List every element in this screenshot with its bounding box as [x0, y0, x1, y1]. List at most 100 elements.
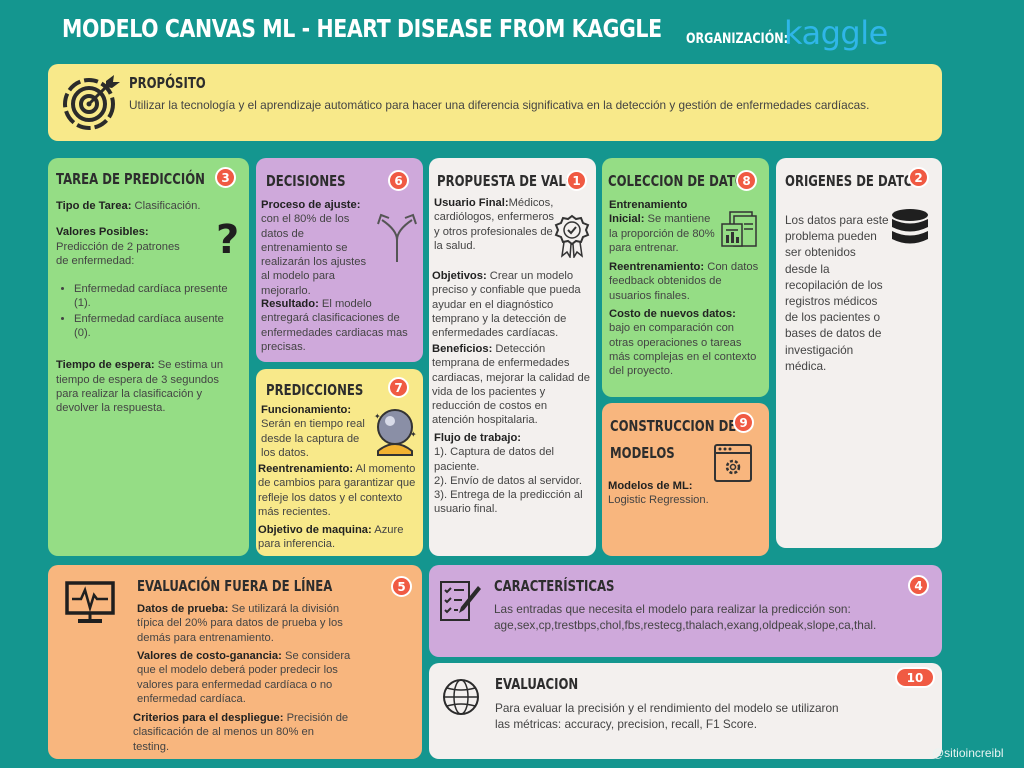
modelos-body: Modelos de ML: Logistic Regression.: [608, 479, 758, 508]
flujo-body: Flujo de trabajo: 1). Captura de datos d…: [434, 431, 596, 517]
construccion-title-1: CONSTRUCCION DE: [610, 417, 737, 435]
decisiones-title: DECISIONES: [266, 172, 346, 190]
globe-icon: [443, 679, 479, 715]
evaluacion-offline-number: 5: [391, 576, 412, 597]
objetivos-body: Objetivos: Crear un modelo preciso y con…: [432, 269, 594, 340]
beneficios-label: Beneficios:: [432, 343, 493, 355]
resultado-value: El modelo entregará clasificaciones de e…: [261, 298, 408, 353]
organization-label: ORGANIZACIÓN:: [686, 31, 789, 47]
criterios-value: Precisión de clasificación de al menos u…: [133, 712, 349, 753]
valores-list: Enfermedad cardíaca presente (1). Enferm…: [74, 282, 234, 340]
modelos-label: Modelos de ML:: [608, 480, 693, 492]
modelos-value: Logistic Regression.: [608, 494, 709, 507]
flujo-step: 2). Envío de datos al servidor.: [434, 474, 583, 487]
crystal-ball-icon: ✦ ✦: [374, 409, 417, 456]
objetivo-body: Objetivo de maquina: Azure para inferenc…: [258, 523, 418, 552]
checklist-pen-icon: [440, 581, 481, 621]
flujo-label: Flujo de trabajo:: [434, 432, 522, 444]
entren-body: Entrenamiento Inicial: Se mantiene la pr…: [609, 198, 721, 255]
tarea-number: 3: [215, 167, 236, 188]
watermark: @sitioincreibl: [932, 746, 1004, 760]
tarea-title: TAREA DE PREDICCIÓN: [56, 170, 205, 188]
ajuste-label: Proceso de ajuste:: [261, 199, 361, 211]
decisiones-body: Proceso de ajuste: con el 80% de los dat…: [261, 198, 373, 298]
resultado-body: Resultado: El modelo entregará clasifica…: [261, 297, 409, 354]
origenes-card: ORIGENES DE DATOS 2 Los datos para este …: [776, 158, 942, 548]
construccion-card: CONSTRUCCION DE MODELOS 9 Modelos de ML:…: [602, 403, 769, 556]
split-arrows-icon: [377, 213, 417, 262]
reent-value: Al momento de cambios para garantizar qu…: [258, 463, 416, 518]
page-title: MODELO CANVAS ML - HEART DISEASE FROM KA…: [62, 14, 662, 43]
coleccion-card: COLECCION DE DATOS 8 Entrenamiento Inici…: [602, 158, 769, 397]
prueba-body: Datos de prueba: Se utilizará la divisió…: [137, 602, 357, 645]
svg-text:✦: ✦: [410, 430, 417, 439]
criterios-body: Criterios para el despliegue: Precisión …: [133, 711, 353, 754]
origenes-number: 2: [908, 167, 929, 188]
costo-ganancia-body: Valores de costo-ganancia: Se considera …: [137, 649, 357, 706]
monitor-pulse-icon: [65, 581, 115, 623]
prueba-value: Se utilizará la división típica del 20% …: [137, 603, 343, 644]
evaluacion-title: EVALUACION: [495, 675, 579, 693]
objetivos-value: Crear un modelo preciso y confiable que …: [432, 270, 581, 340]
evaluacion-offline-title: EVALUACIÓN FUERA DE LÍNEA: [137, 577, 333, 595]
documents-chart-icon: [721, 211, 757, 247]
svg-text:✦: ✦: [374, 412, 381, 421]
reent-col-label: Reentrenamiento:: [609, 261, 705, 273]
beneficios-body: Beneficios: Detección temprana de enferm…: [432, 342, 592, 428]
propuesta-number: 1: [566, 170, 587, 191]
target-icon: [63, 75, 120, 130]
evaluacion-number: 10: [895, 667, 935, 688]
ajuste-value: con el 80% de los datos de entrenamiento…: [261, 213, 367, 297]
usuario-body: Usuario Final:Médicos, cardiólogos, enfe…: [434, 196, 559, 253]
usuario-label: Usuario Final:: [434, 197, 509, 209]
flujo-step: 3). Entrega de la predicción al usuario …: [434, 489, 583, 516]
propuesta-title: PROPUESTA DE VALOR: [437, 172, 585, 190]
kaggle-logo: kaggle: [784, 14, 888, 52]
tipo-label: Tipo de Tarea:: [56, 200, 132, 212]
caracteristicas-text-1: Las entradas que necesita el modelo para…: [494, 602, 851, 616]
svg-text:?: ?: [216, 218, 239, 258]
list-item: Enfermedad cardíaca ausente (0).: [74, 312, 234, 341]
criterios-label: Criterios para el despliegue:: [133, 712, 284, 724]
entren-label: Entrenamiento Inicial:: [609, 199, 688, 226]
func-value: Serán en tiempo real desde la captura de…: [261, 418, 365, 459]
caracteristicas-title: CARACTERÍSTICAS: [494, 577, 615, 595]
construccion-number: 9: [733, 412, 754, 433]
propuesta-card: PROPUESTA DE VALOR 1 Usuario Final:Médic…: [429, 158, 596, 556]
decisiones-card: DECISIONES 6 Proceso de ajuste: con el 8…: [256, 158, 423, 362]
tarea-body: Tipo de Tarea: Clasificación. Valores Po…: [56, 199, 234, 424]
construccion-title-2: MODELOS: [610, 444, 675, 462]
origenes-title: ORIGENES DE DATOS: [785, 172, 923, 190]
tarea-card: TAREA DE PREDICCIÓN 3 ? Tipo de Tarea: C…: [48, 158, 249, 556]
predicciones-number: 7: [388, 377, 409, 398]
flujo-step: 1). Captura de datos del paciente.: [434, 446, 555, 473]
proposito-card: PROPÓSITO Utilizar la tecnología y el ap…: [48, 64, 942, 141]
coleccion-number: 8: [736, 170, 757, 191]
espera-value: Se estima un tiempo de espera de 3 segun…: [56, 359, 224, 415]
caracteristicas-number: 4: [908, 575, 929, 596]
decisiones-number: 6: [388, 170, 409, 191]
beneficios-value: Detección temprana de enfermedades cardi…: [432, 343, 590, 427]
func-label: Funcionamiento:: [261, 404, 352, 416]
costo-label: Costo de nuevos datos:: [609, 308, 736, 320]
costo-value: bajo en comparación con otras operacione…: [609, 322, 757, 378]
entren-value: Se mantiene la proporción de 80% para en…: [609, 213, 715, 254]
resultado-label: Resultado:: [261, 298, 319, 310]
coleccion-title: COLECCION DE DATOS: [608, 172, 754, 190]
usuario-value: Médicos, cardiólogos, enfermeros y otros…: [434, 197, 555, 252]
reent-col-body: Reentrenamiento: Con datos feedback obte…: [609, 260, 759, 303]
valores-value: Predicción de 2 patrones de enfermedad:: [56, 240, 180, 267]
caracteristicas-card: CARACTERÍSTICAS 4 Las entradas que neces…: [429, 565, 942, 657]
question-icon: ?: [216, 218, 239, 258]
espera-label: Tiempo de espera:: [56, 359, 155, 372]
valores-label: Valores Posibles:: [56, 226, 149, 239]
prueba-label: Datos de prueba:: [137, 603, 229, 615]
database-icon: [892, 209, 928, 244]
predicciones-card: PREDICCIONES 7 ✦ ✦ Funcionamiento: Serán…: [256, 369, 423, 556]
evaluacion-card: EVALUACION 10 Para evaluar la precisión …: [429, 663, 942, 759]
proposito-text: Utilizar la tecnología y el aprendizaje …: [129, 98, 870, 112]
evaluacion-offline-card: EVALUACIÓN FUERA DE LÍNEA 5 Datos de pru…: [48, 565, 422, 759]
costo-body: Costo de nuevos datos: bajo en comparaci…: [609, 307, 759, 378]
origenes-text: Los datos para este problema pueden ser …: [785, 213, 889, 373]
predicciones-title: PREDICCIONES: [266, 381, 364, 399]
